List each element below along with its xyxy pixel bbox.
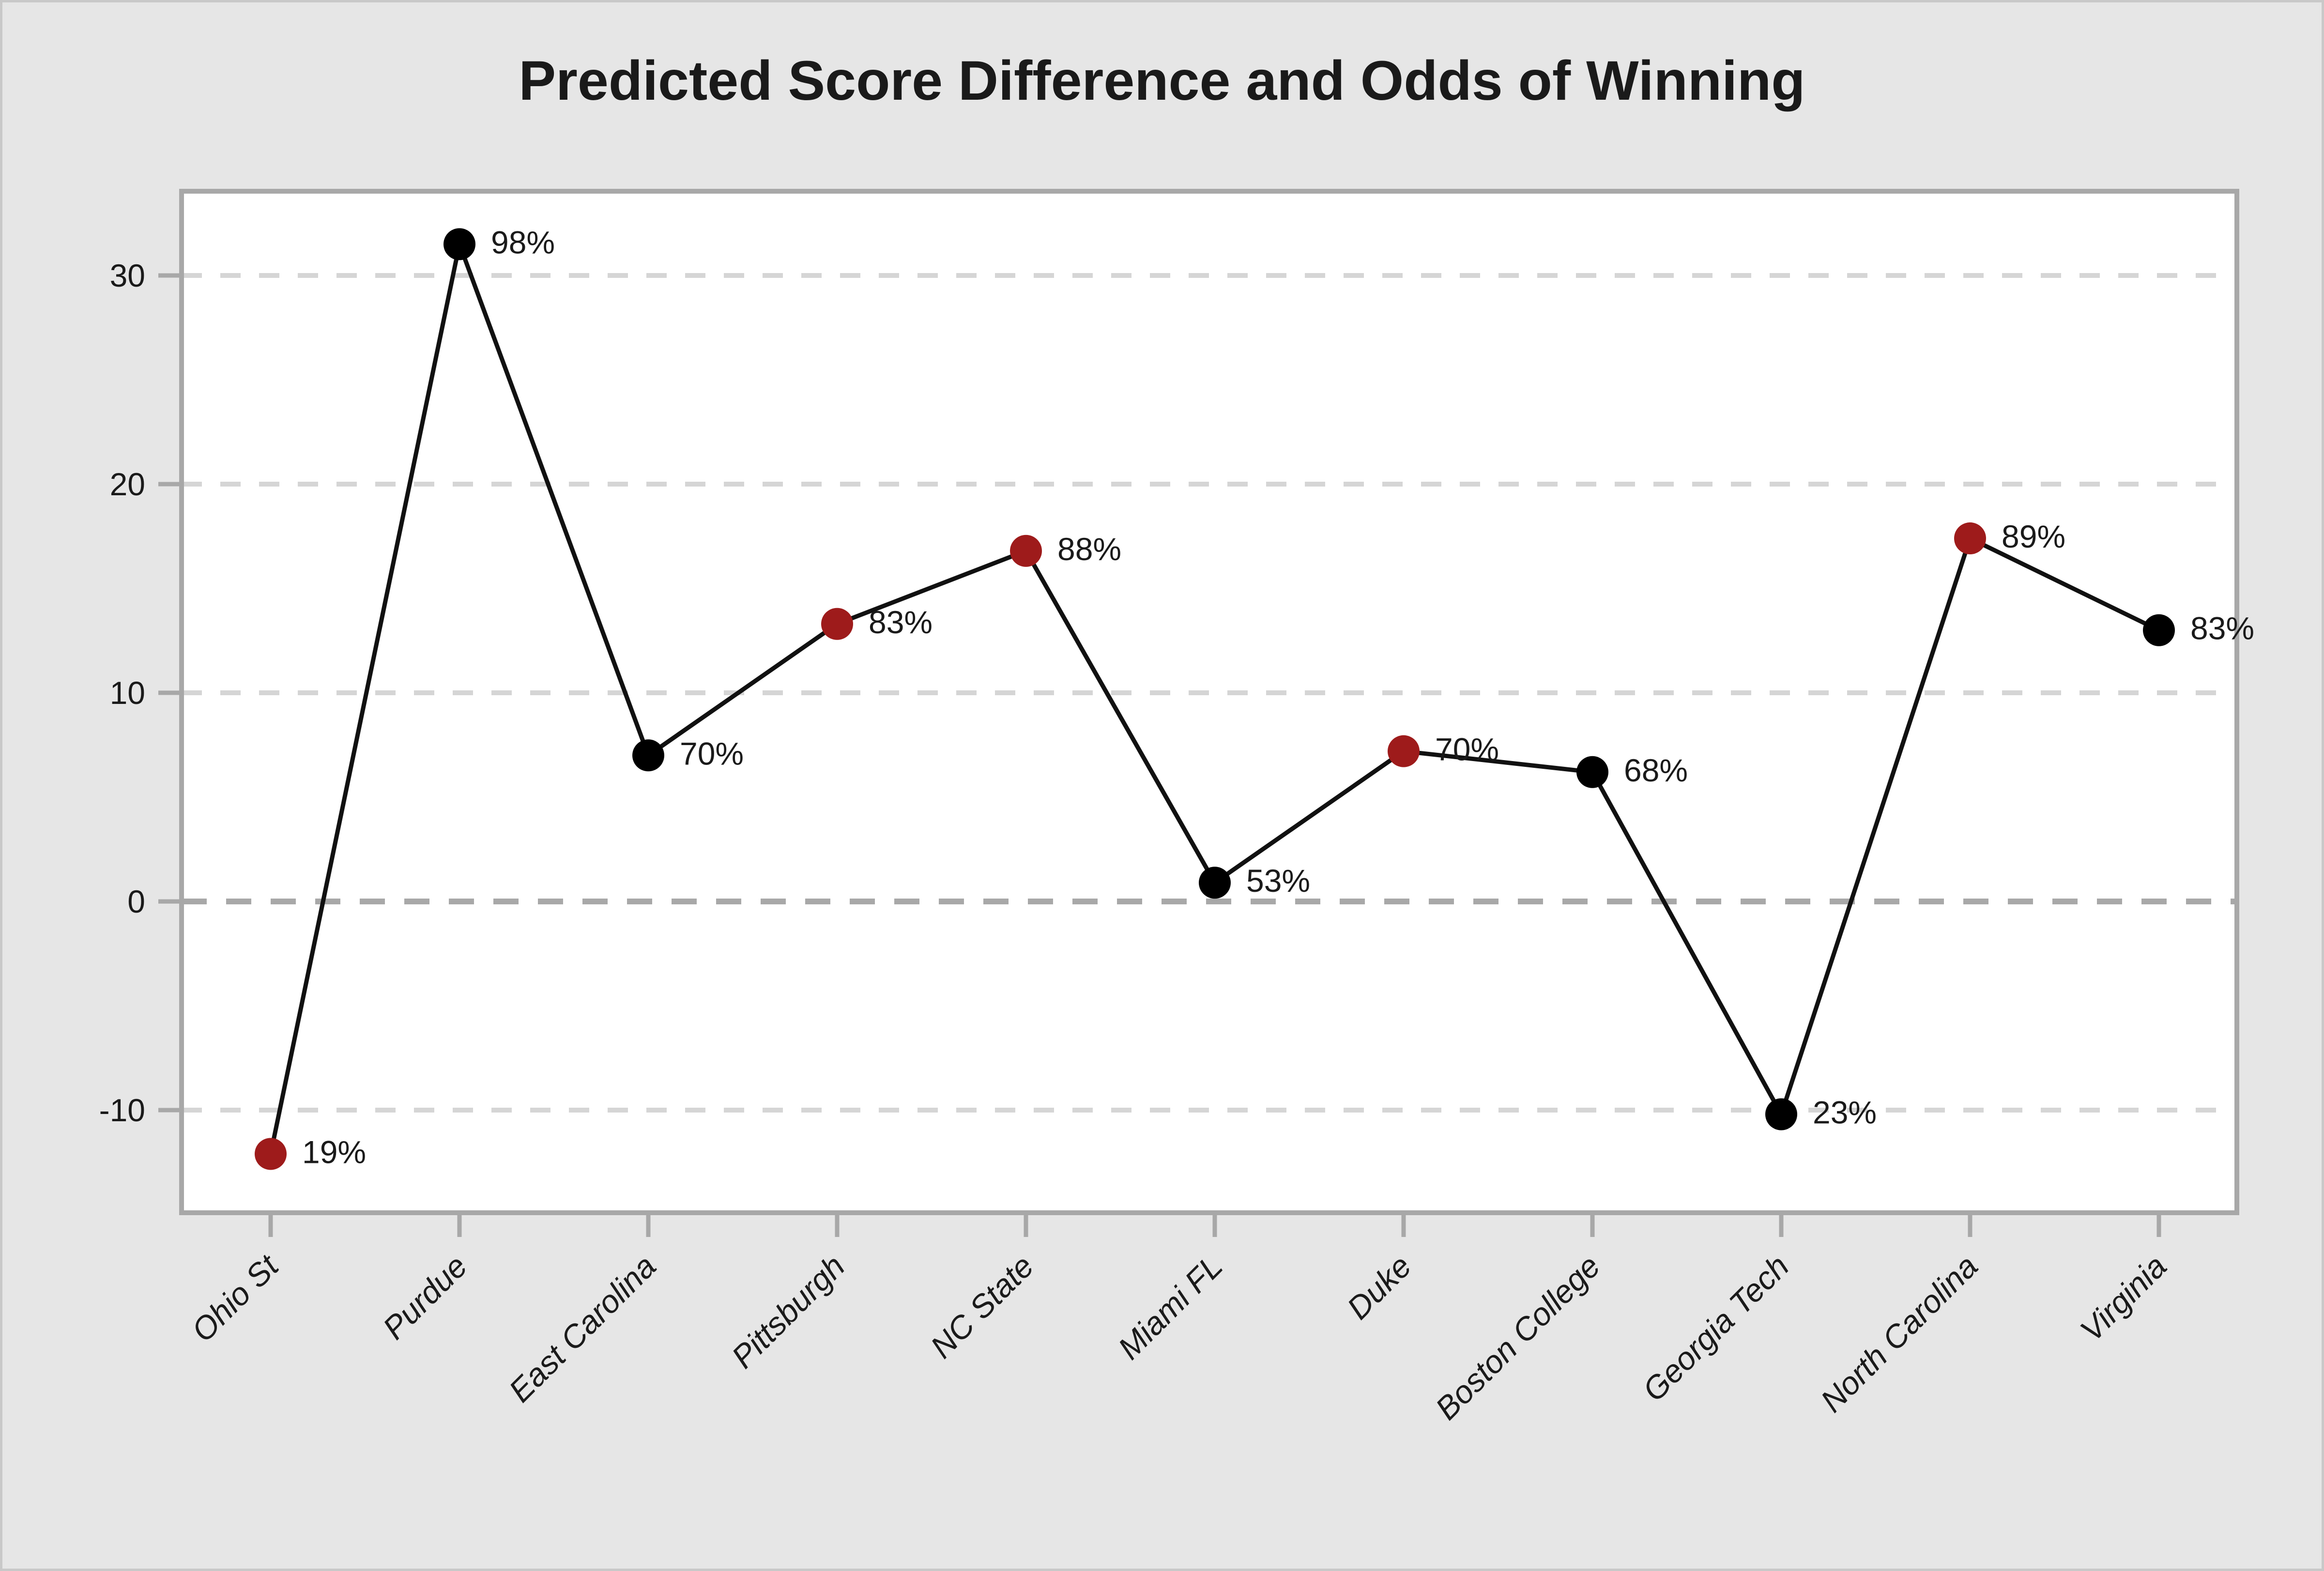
data-point-marker [821,608,853,640]
data-point-marker [1388,735,1420,767]
data-point-marker [1199,867,1231,899]
data-point-marker [1010,534,1042,567]
x-axis-category-label: North Carolina [1814,1248,1985,1419]
point-value-label: 98% [491,224,555,260]
point-value-label: 88% [1057,531,1121,567]
data-point-marker [2143,614,2175,646]
point-value-label: 19% [302,1134,366,1170]
gridlines [182,273,2237,1113]
point-value-label: 23% [1813,1095,1877,1130]
plot-area-background [182,191,2237,1213]
y-tick-label: 30 [110,258,145,293]
data-point-marker [255,1138,287,1170]
x-axis-category-label: Duke [1340,1248,1418,1326]
point-value-label: 83% [2190,610,2254,646]
x-axis-category-label: Virginia [2073,1248,2173,1348]
x-axis-category-label: Ohio St [184,1247,286,1349]
x-axis-category-label: East Carolina [502,1248,662,1409]
y-tick-label: -10 [99,1092,145,1128]
x-axis-category-label: Boston College [1428,1248,1607,1427]
chart-title: Predicted Score Difference and Odds of W… [519,50,1805,112]
point-value-label: 70% [680,735,744,771]
data-series [255,228,2175,1170]
data-point-marker [443,228,475,260]
y-tick-label: 0 [127,884,145,919]
plot-border-rect [179,189,2239,1215]
x-axis-category-label: Miami FL [1111,1248,1229,1366]
point-value-label: 53% [1246,863,1310,899]
y-tick-label: 20 [110,466,145,502]
plot-border [179,189,2239,1215]
data-point-marker [1765,1098,1797,1130]
plot-area [182,191,2237,1213]
x-axis-category-label: Pittsburgh [724,1248,851,1375]
point-value-label: 68% [1624,752,1688,788]
point-value-labels: 19% 98% 70% 83% 88% 53% 70% 68% 23% 89% 83% [302,224,2254,1170]
point-value-label: 83% [869,604,933,640]
data-point-marker [1576,756,1608,788]
x-axis-category-label: NC State [923,1248,1040,1365]
data-point-marker [1954,522,1986,555]
point-value-label: 70% [1435,732,1499,767]
x-axis-category-label: Georgia Tech [1636,1248,1796,1408]
data-point-marker [632,739,664,772]
y-tick-label: 10 [110,675,145,711]
point-value-label: 89% [2002,519,2065,554]
x-axis-category-label: Purdue [376,1248,474,1346]
